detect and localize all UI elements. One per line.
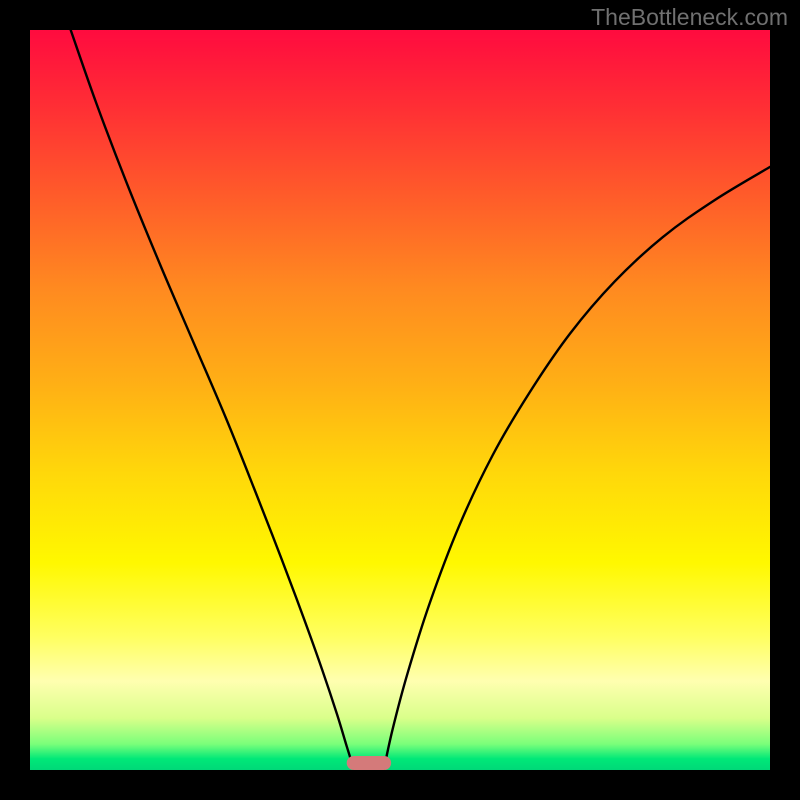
bottleneck-chart (0, 0, 800, 800)
chart-background (30, 30, 770, 770)
watermark-text: TheBottleneck.com (591, 4, 788, 31)
target-marker (347, 756, 391, 770)
